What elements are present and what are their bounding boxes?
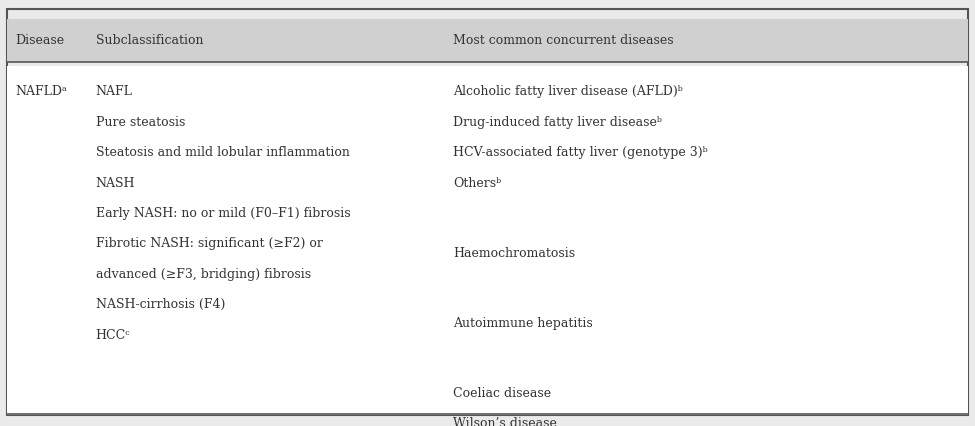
Text: Haemochromatosis: Haemochromatosis — [453, 247, 575, 259]
Text: Subclassification: Subclassification — [96, 34, 203, 47]
Text: Alcoholic fatty liver disease (AFLD)ᵇ: Alcoholic fatty liver disease (AFLD)ᵇ — [453, 85, 683, 98]
Text: Wilson’s disease: Wilson’s disease — [453, 417, 558, 426]
Text: Drug-induced fatty liver diseaseᵇ: Drug-induced fatty liver diseaseᵇ — [453, 115, 662, 129]
Text: NASH: NASH — [96, 176, 136, 190]
Text: Steatosis and mild lobular inflammation: Steatosis and mild lobular inflammation — [96, 146, 349, 159]
Text: Othersᵇ: Othersᵇ — [453, 176, 501, 190]
Text: Disease: Disease — [16, 34, 64, 47]
Text: advanced (≥F3, bridging) fibrosis: advanced (≥F3, bridging) fibrosis — [96, 268, 311, 281]
Text: Autoimmune hepatitis: Autoimmune hepatitis — [453, 317, 593, 330]
Text: Fibrotic NASH: significant (≥F2) or: Fibrotic NASH: significant (≥F2) or — [96, 237, 323, 250]
Text: NAFLDᵃ: NAFLDᵃ — [16, 85, 67, 98]
Text: NASH-cirrhosis (F4): NASH-cirrhosis (F4) — [96, 298, 225, 311]
Text: HCCᶜ: HCCᶜ — [96, 329, 131, 342]
Bar — [7, 19, 968, 62]
Text: HCV-associated fatty liver (genotype 3)ᵇ: HCV-associated fatty liver (genotype 3)ᵇ — [453, 146, 708, 159]
Text: Pure steatosis: Pure steatosis — [96, 115, 185, 129]
Bar — [7, 66, 968, 415]
Text: Most common concurrent diseases: Most common concurrent diseases — [453, 34, 674, 47]
Text: Early NASH: no or mild (F0–F1) fibrosis: Early NASH: no or mild (F0–F1) fibrosis — [96, 207, 350, 220]
Text: Coeliac disease: Coeliac disease — [453, 387, 552, 400]
Text: NAFL: NAFL — [96, 85, 133, 98]
